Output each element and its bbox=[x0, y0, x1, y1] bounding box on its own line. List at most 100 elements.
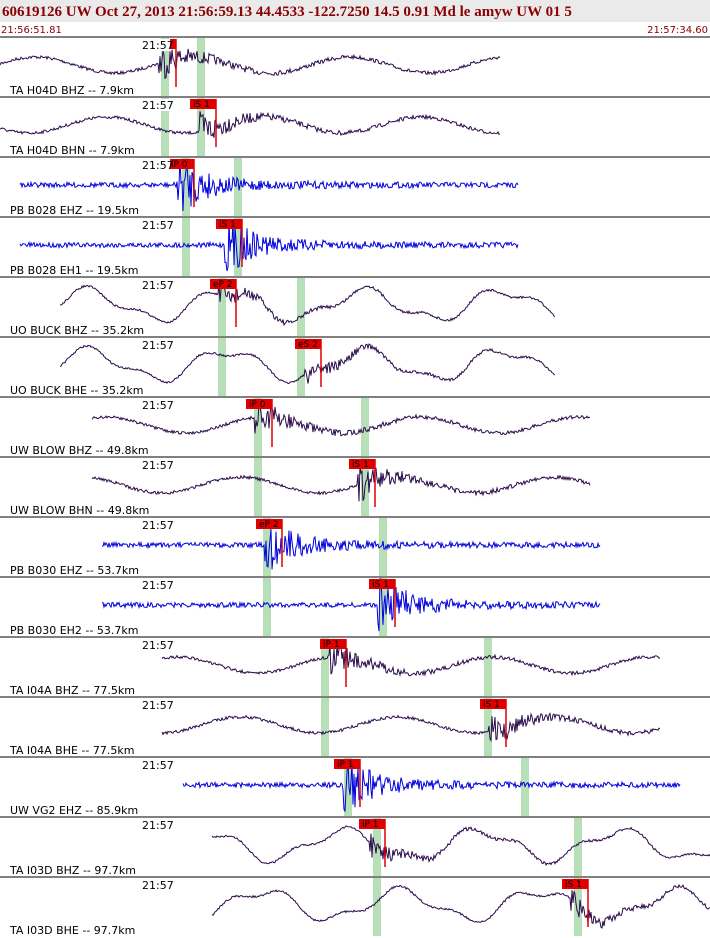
waveform bbox=[91, 465, 591, 502]
time-label-bg bbox=[140, 339, 170, 351]
time-label: 21:57 bbox=[142, 759, 174, 772]
pick-label: iS 1 bbox=[352, 460, 369, 470]
time-label: 21:57 bbox=[142, 699, 174, 712]
trace-panel: iP 1 21:57 UW VG2 EHZ -- 85.9km bbox=[0, 756, 710, 817]
phase-band bbox=[574, 818, 582, 876]
time-label: 21:57 bbox=[142, 879, 174, 892]
pick-flag bbox=[246, 399, 272, 409]
time-label-bg bbox=[140, 459, 170, 471]
time-label: 21:57 bbox=[142, 99, 174, 112]
header-bar bbox=[0, 0, 710, 22]
waveform bbox=[211, 825, 710, 866]
phase-band bbox=[321, 698, 329, 756]
time-label-bg bbox=[140, 99, 170, 111]
station-label: TA I04A BHZ -- 77.5km bbox=[9, 684, 135, 697]
time-label-bg bbox=[140, 219, 170, 231]
time-label-bg bbox=[140, 579, 170, 591]
station-label-bg bbox=[8, 84, 148, 96]
time-label: 21:57 bbox=[142, 459, 174, 472]
waveform bbox=[161, 644, 661, 677]
trace-panel: iS 1 21:57 PB B028 EH1 -- 19.5km bbox=[0, 216, 710, 277]
waveform bbox=[19, 158, 519, 212]
time-label: 21:57 bbox=[142, 399, 174, 412]
time-label: 21:57 bbox=[142, 39, 174, 52]
phase-band bbox=[344, 758, 352, 816]
time-label-bg bbox=[140, 879, 170, 891]
pick-flag bbox=[168, 159, 194, 169]
phase-band bbox=[182, 158, 190, 216]
phase-band bbox=[379, 578, 387, 636]
station-label: PB B030 EH2 -- 53.7km bbox=[10, 624, 138, 637]
end-time: 21:57:34.60 bbox=[647, 25, 708, 36]
phase-band bbox=[574, 878, 582, 936]
trace-panel: iP 1 21:57 TA I03D BHZ -- 97.7km bbox=[0, 816, 710, 877]
trace-panel: iP 021:57 PB B028 EHZ -- 19.5km bbox=[0, 156, 710, 217]
trace-panel: eP 2 21:57 UO BUCK BHZ -- 35.2km bbox=[0, 276, 710, 337]
pick-flag bbox=[210, 279, 236, 289]
station-label: TA H04D BHZ -- 7.9km bbox=[9, 84, 134, 97]
time-label-bg bbox=[140, 39, 170, 51]
phase-band bbox=[197, 98, 205, 156]
pick-label: iS 1 bbox=[565, 880, 582, 890]
time-label-bg bbox=[140, 159, 170, 171]
waveform bbox=[102, 528, 601, 570]
phase-band bbox=[361, 398, 369, 456]
time-label: 21:57 bbox=[142, 819, 174, 832]
pick-label: iP 1 bbox=[323, 640, 340, 650]
pick-label: iP 0 bbox=[249, 400, 266, 410]
trace-panel: iS 1 21:57 TA I03D BHE -- 97.7km bbox=[0, 876, 710, 937]
pick-flag bbox=[334, 759, 360, 769]
pick-label: iP 1 bbox=[337, 760, 354, 770]
time-label-bg bbox=[140, 639, 170, 651]
pick-label: iS 1 bbox=[193, 100, 210, 110]
phase-band bbox=[297, 338, 305, 396]
phase-band bbox=[297, 278, 305, 336]
time-label-bg bbox=[140, 819, 170, 831]
station-label-bg bbox=[8, 744, 148, 756]
trace-panel: iS 1 21:57 UW BLOW BHN -- 49.8km bbox=[0, 456, 710, 517]
station-label: UW BLOW BHN -- 49.8km bbox=[10, 504, 149, 517]
time-label-bg bbox=[140, 519, 170, 531]
time-label-bg bbox=[140, 759, 170, 771]
phase-band bbox=[321, 638, 329, 696]
station-label-bg bbox=[8, 684, 148, 696]
time-label: 21:57 bbox=[142, 339, 174, 352]
station-label-bg bbox=[8, 804, 148, 816]
pick-flag bbox=[369, 579, 395, 589]
time-label: 21:57 bbox=[142, 159, 174, 172]
time-label-bg bbox=[140, 279, 170, 291]
station-label-bg bbox=[8, 204, 148, 216]
station-label: UW VG2 EHZ -- 85.9km bbox=[10, 804, 138, 817]
station-label: TA I04A BHE -- 77.5km bbox=[9, 744, 134, 757]
station-label: TA I03D BHZ -- 97.7km bbox=[9, 864, 136, 877]
trace-panel: iP 0 21:57 UW BLOW BHZ -- 49.8km bbox=[0, 396, 710, 457]
phase-band bbox=[484, 698, 492, 756]
phase-band bbox=[379, 518, 387, 576]
pick-flag bbox=[562, 879, 588, 889]
station-label-bg bbox=[8, 924, 148, 936]
waveform bbox=[60, 281, 556, 327]
waveform bbox=[0, 111, 501, 138]
station-label-bg bbox=[8, 264, 148, 276]
waveform bbox=[182, 759, 681, 813]
trace-panel: iS 1 21:57 TA H04D BHN -- 7.9km bbox=[0, 96, 710, 157]
pick-flag bbox=[295, 339, 321, 349]
pick-flag bbox=[256, 519, 282, 529]
phase-band bbox=[373, 878, 381, 936]
pick-flag bbox=[359, 819, 385, 829]
waveform bbox=[19, 218, 519, 272]
time-label: 21:57 bbox=[142, 219, 174, 232]
pick-label: iS 1 bbox=[372, 580, 389, 590]
phase-band bbox=[218, 338, 226, 396]
station-label: UW BLOW BHZ -- 49.8km bbox=[10, 444, 149, 457]
station-label-bg bbox=[8, 624, 148, 636]
header-title: 60619126 UW Oct 27, 2013 21:56:59.13 44.… bbox=[2, 4, 572, 20]
trace-panel: eP 2 21:57 PB B030 EHZ -- 53.7km bbox=[0, 516, 710, 577]
time-label-bg bbox=[140, 699, 170, 711]
pick-flag bbox=[320, 639, 346, 649]
station-label-bg bbox=[8, 144, 148, 156]
waveform bbox=[161, 712, 661, 743]
phase-band bbox=[254, 398, 262, 456]
